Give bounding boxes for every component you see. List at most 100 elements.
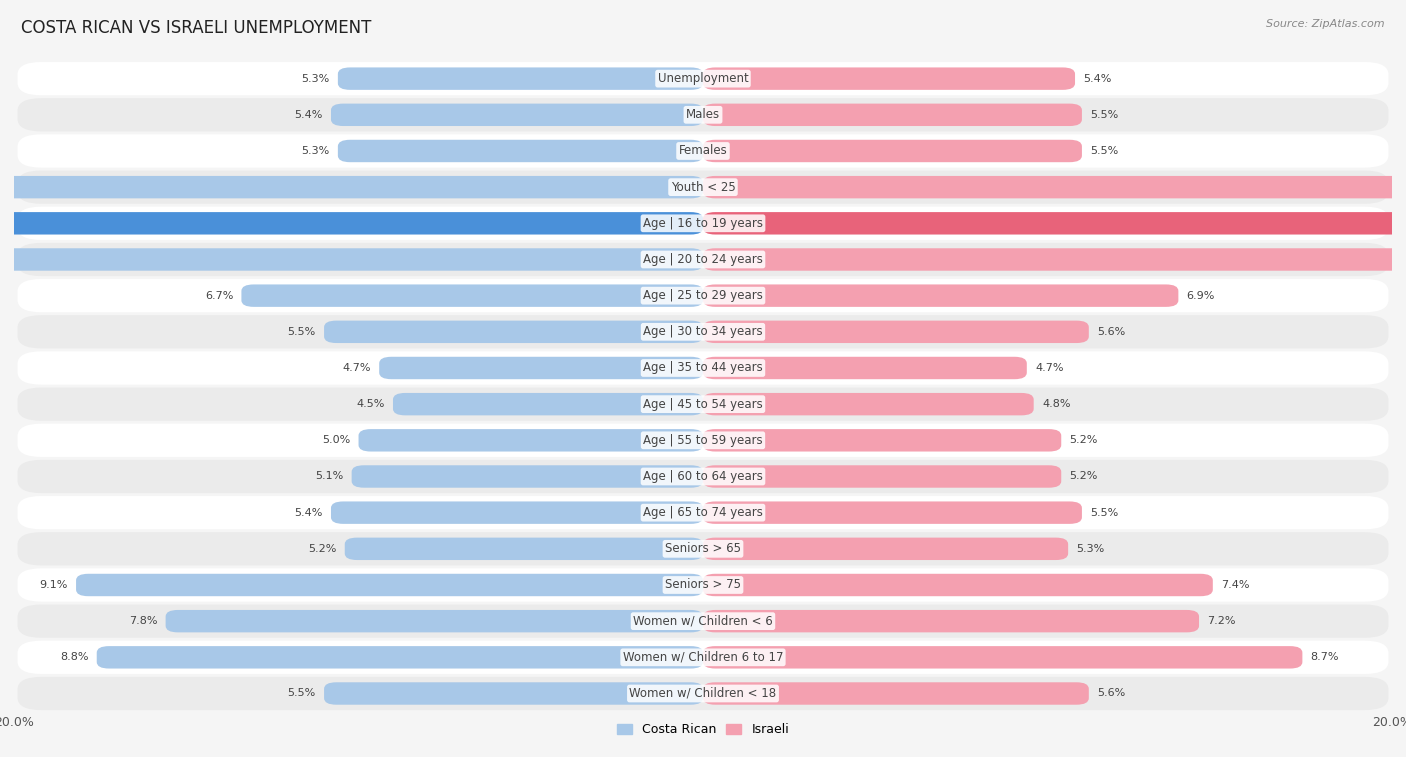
FancyBboxPatch shape — [17, 351, 1389, 385]
FancyBboxPatch shape — [0, 212, 703, 235]
Text: 5.5%: 5.5% — [1090, 508, 1118, 518]
FancyBboxPatch shape — [703, 537, 1069, 560]
Text: 6.9%: 6.9% — [1187, 291, 1215, 301]
FancyBboxPatch shape — [703, 466, 1062, 488]
FancyBboxPatch shape — [17, 496, 1389, 529]
FancyBboxPatch shape — [380, 357, 703, 379]
Text: Age | 55 to 59 years: Age | 55 to 59 years — [643, 434, 763, 447]
Text: 6.7%: 6.7% — [205, 291, 233, 301]
Text: 7.2%: 7.2% — [1208, 616, 1236, 626]
FancyBboxPatch shape — [703, 67, 1076, 90]
Text: Age | 25 to 29 years: Age | 25 to 29 years — [643, 289, 763, 302]
Text: Age | 16 to 19 years: Age | 16 to 19 years — [643, 217, 763, 230]
Text: 7.8%: 7.8% — [129, 616, 157, 626]
FancyBboxPatch shape — [703, 574, 1213, 597]
FancyBboxPatch shape — [703, 393, 1033, 416]
FancyBboxPatch shape — [76, 574, 703, 597]
FancyBboxPatch shape — [17, 98, 1389, 132]
Text: Age | 45 to 54 years: Age | 45 to 54 years — [643, 397, 763, 410]
FancyBboxPatch shape — [352, 466, 703, 488]
FancyBboxPatch shape — [325, 321, 703, 343]
Text: 5.6%: 5.6% — [1097, 327, 1125, 337]
Text: Unemployment: Unemployment — [658, 72, 748, 85]
Text: 5.3%: 5.3% — [301, 73, 329, 83]
Text: 7.4%: 7.4% — [1220, 580, 1250, 590]
Text: 5.3%: 5.3% — [301, 146, 329, 156]
Text: Females: Females — [679, 145, 727, 157]
Text: 5.2%: 5.2% — [308, 544, 336, 554]
Text: 5.4%: 5.4% — [1083, 73, 1112, 83]
FancyBboxPatch shape — [17, 677, 1389, 710]
FancyBboxPatch shape — [703, 501, 1083, 524]
Text: 4.7%: 4.7% — [1035, 363, 1063, 373]
Text: 8.7%: 8.7% — [1310, 653, 1339, 662]
FancyBboxPatch shape — [17, 279, 1389, 313]
Text: 4.5%: 4.5% — [356, 399, 385, 409]
FancyBboxPatch shape — [166, 610, 703, 632]
Text: Age | 35 to 44 years: Age | 35 to 44 years — [643, 362, 763, 375]
Text: 5.5%: 5.5% — [288, 327, 316, 337]
Text: 5.5%: 5.5% — [1090, 146, 1118, 156]
FancyBboxPatch shape — [703, 429, 1062, 451]
FancyBboxPatch shape — [703, 176, 1406, 198]
Text: 5.2%: 5.2% — [1070, 435, 1098, 445]
FancyBboxPatch shape — [17, 605, 1389, 638]
FancyBboxPatch shape — [17, 459, 1389, 493]
FancyBboxPatch shape — [17, 170, 1389, 204]
FancyBboxPatch shape — [17, 243, 1389, 276]
FancyBboxPatch shape — [17, 315, 1389, 348]
FancyBboxPatch shape — [17, 134, 1389, 167]
FancyBboxPatch shape — [337, 67, 703, 90]
FancyBboxPatch shape — [17, 532, 1389, 565]
FancyBboxPatch shape — [325, 682, 703, 705]
FancyBboxPatch shape — [17, 569, 1389, 602]
Text: Women w/ Children 6 to 17: Women w/ Children 6 to 17 — [623, 651, 783, 664]
Text: 9.1%: 9.1% — [39, 580, 67, 590]
Text: 5.0%: 5.0% — [322, 435, 350, 445]
FancyBboxPatch shape — [97, 646, 703, 668]
Text: Seniors > 65: Seniors > 65 — [665, 542, 741, 556]
FancyBboxPatch shape — [703, 248, 1406, 271]
Text: 5.4%: 5.4% — [294, 110, 323, 120]
Text: Women w/ Children < 18: Women w/ Children < 18 — [630, 687, 776, 700]
Text: Seniors > 75: Seniors > 75 — [665, 578, 741, 591]
Text: 5.5%: 5.5% — [288, 689, 316, 699]
FancyBboxPatch shape — [330, 501, 703, 524]
Text: Age | 65 to 74 years: Age | 65 to 74 years — [643, 506, 763, 519]
FancyBboxPatch shape — [703, 682, 1088, 705]
Text: 5.2%: 5.2% — [1070, 472, 1098, 481]
Text: 5.5%: 5.5% — [1090, 110, 1118, 120]
Text: 4.8%: 4.8% — [1042, 399, 1070, 409]
FancyBboxPatch shape — [17, 207, 1389, 240]
FancyBboxPatch shape — [17, 62, 1389, 95]
Text: Age | 30 to 34 years: Age | 30 to 34 years — [643, 326, 763, 338]
Text: COSTA RICAN VS ISRAELI UNEMPLOYMENT: COSTA RICAN VS ISRAELI UNEMPLOYMENT — [21, 19, 371, 37]
FancyBboxPatch shape — [0, 176, 703, 198]
Text: 5.3%: 5.3% — [1077, 544, 1105, 554]
FancyBboxPatch shape — [703, 285, 1178, 307]
Text: 5.6%: 5.6% — [1097, 689, 1125, 699]
FancyBboxPatch shape — [330, 104, 703, 126]
Text: 8.8%: 8.8% — [60, 653, 89, 662]
FancyBboxPatch shape — [394, 393, 703, 416]
Text: Source: ZipAtlas.com: Source: ZipAtlas.com — [1267, 19, 1385, 29]
Text: 5.4%: 5.4% — [294, 508, 323, 518]
FancyBboxPatch shape — [703, 646, 1302, 668]
Text: Youth < 25: Youth < 25 — [671, 181, 735, 194]
Text: Age | 20 to 24 years: Age | 20 to 24 years — [643, 253, 763, 266]
Text: Women w/ Children < 6: Women w/ Children < 6 — [633, 615, 773, 628]
FancyBboxPatch shape — [242, 285, 703, 307]
Text: Age | 60 to 64 years: Age | 60 to 64 years — [643, 470, 763, 483]
Text: 4.7%: 4.7% — [343, 363, 371, 373]
FancyBboxPatch shape — [0, 248, 703, 271]
FancyBboxPatch shape — [703, 610, 1199, 632]
FancyBboxPatch shape — [17, 388, 1389, 421]
FancyBboxPatch shape — [703, 212, 1406, 235]
Legend: Costa Rican, Israeli: Costa Rican, Israeli — [612, 718, 794, 741]
Text: 5.1%: 5.1% — [315, 472, 343, 481]
FancyBboxPatch shape — [703, 321, 1088, 343]
FancyBboxPatch shape — [703, 357, 1026, 379]
Text: Males: Males — [686, 108, 720, 121]
FancyBboxPatch shape — [359, 429, 703, 451]
FancyBboxPatch shape — [703, 140, 1083, 162]
